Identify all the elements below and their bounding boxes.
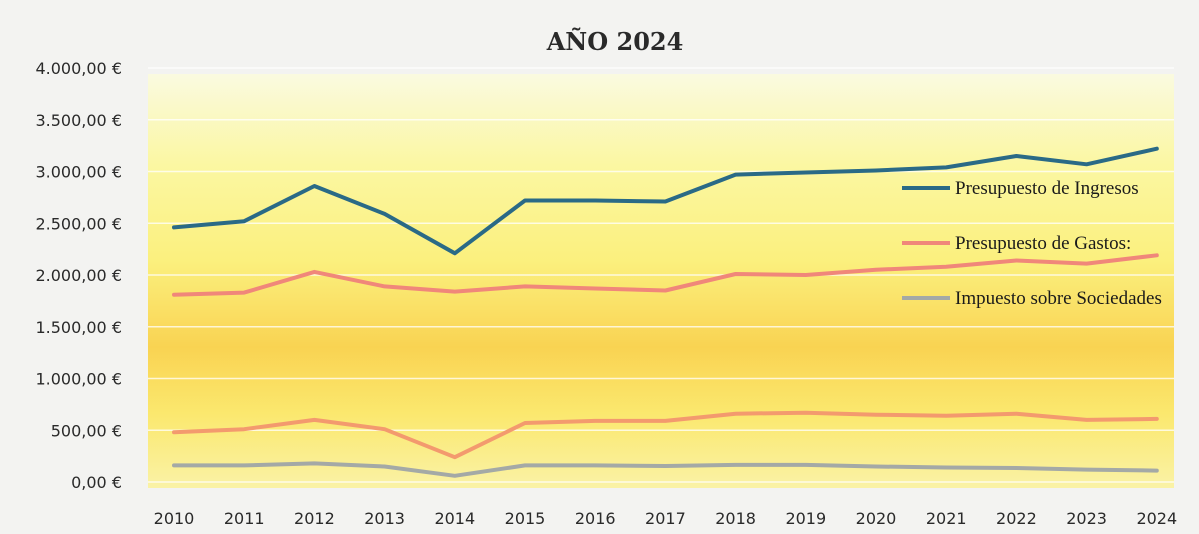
x-tick-label: 2012 (294, 509, 335, 528)
y-tick-label: 1.500,00 € (35, 318, 122, 337)
legend-label: Presupuesto de Ingresos (955, 178, 1139, 199)
gridlines (148, 67, 1174, 483)
x-tick-label: 2023 (1066, 509, 1107, 528)
series-line-3 (172, 461, 1159, 478)
y-tick-label: 1.000,00 € (35, 370, 122, 389)
y-tick-label: 2.500,00 € (35, 214, 122, 233)
x-tick-label: 2013 (364, 509, 405, 528)
y-tick-label: 2.000,00 € (35, 266, 122, 285)
series-line-1 (172, 253, 1159, 297)
chart-title: AÑO 2024 (546, 27, 684, 56)
x-tick-label: 2016 (575, 509, 616, 528)
y-tick-label: 500,00 € (51, 421, 122, 440)
y-axis-ticks: 0,00 € 500,00 € 1.000,00 € 1.500,00 € 2.000,… (35, 59, 122, 492)
legend-label: Impuesto sobre Sociedades (955, 288, 1162, 309)
x-tick-label: 2010 (154, 509, 195, 528)
x-tick-label: 2022 (996, 509, 1037, 528)
y-tick-label: 3.000,00 € (35, 163, 122, 182)
x-tick-label: 2019 (785, 509, 826, 528)
series-lines (172, 146, 1159, 478)
y-tick-label: 4.000,00 € (35, 59, 122, 78)
x-tick-label: 2017 (645, 509, 686, 528)
series-line-0 (172, 146, 1159, 256)
x-tick-label: 2014 (434, 509, 475, 528)
x-tick-label: 2024 (1136, 509, 1177, 528)
x-axis-ticks: 2010 2011 2012 2013 2014 2015 2016 2017 2018 2019… (154, 509, 1178, 528)
x-tick-label: 2011 (224, 509, 265, 528)
y-tick-label: 3.500,00 € (35, 111, 122, 130)
x-tick-label: 2018 (715, 509, 756, 528)
legend-label: Presupuesto de Gastos: (955, 233, 1131, 254)
x-tick-label: 2020 (856, 509, 897, 528)
x-tick-label: 2015 (505, 509, 546, 528)
legend: Presupuesto de Ingresos Presupuesto de Ga… (902, 178, 1162, 309)
series-line-2 (172, 410, 1159, 460)
plot-background (148, 74, 1174, 488)
x-tick-label: 2021 (926, 509, 967, 528)
y-tick-label: 0,00 € (71, 473, 122, 492)
